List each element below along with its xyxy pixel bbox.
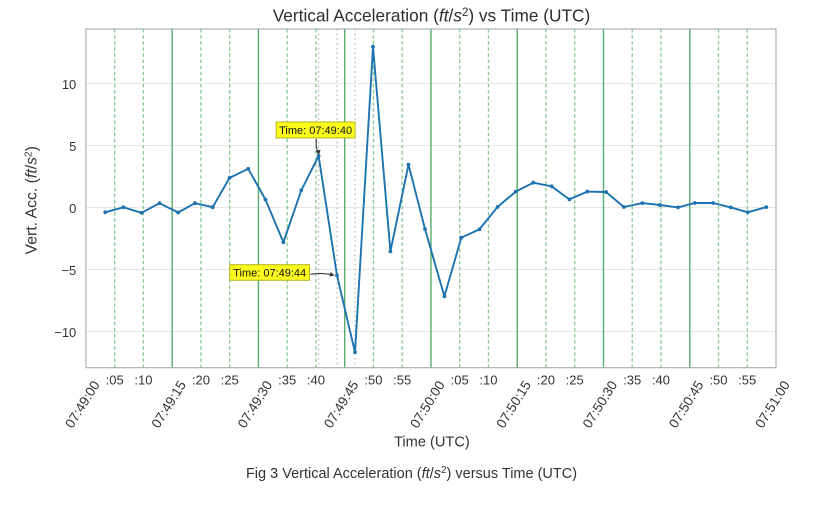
- svg-text:−10: −10: [54, 325, 76, 340]
- svg-text:Time: 07:49:40: Time: 07:49:40: [279, 125, 352, 137]
- svg-text::55: :55: [738, 372, 756, 387]
- svg-text::55: :55: [393, 372, 411, 387]
- svg-text:10: 10: [62, 77, 76, 92]
- svg-text::50: :50: [364, 372, 382, 387]
- svg-text::35: :35: [623, 372, 641, 387]
- svg-text:Fig 3 Vertical Acceleration (f: Fig 3 Vertical Acceleration (ft/s2) vers…: [246, 465, 577, 482]
- svg-text::40: :40: [307, 372, 325, 387]
- svg-text::40: :40: [652, 372, 670, 387]
- svg-text::10: :10: [134, 372, 152, 387]
- svg-text::05: :05: [451, 372, 469, 387]
- svg-text::35: :35: [278, 372, 296, 387]
- svg-text:0: 0: [69, 201, 76, 216]
- svg-text:−5: −5: [61, 263, 76, 278]
- svg-text::05: :05: [106, 372, 124, 387]
- svg-text::20: :20: [192, 372, 210, 387]
- svg-text::20: :20: [537, 372, 555, 387]
- svg-text::25: :25: [221, 372, 239, 387]
- svg-text::50: :50: [709, 372, 727, 387]
- svg-text:Vertical Acceleration (ft/s2): Vertical Acceleration (ft/s2) vs Time (U…: [273, 6, 591, 26]
- svg-text::10: :10: [479, 372, 497, 387]
- svg-text:Vert. Acc. (ft/s2): Vert. Acc. (ft/s2): [24, 146, 41, 254]
- svg-text:5: 5: [69, 139, 76, 154]
- svg-text:Time: 07:49:44: Time: 07:49:44: [233, 268, 306, 280]
- svg-text::25: :25: [566, 372, 584, 387]
- svg-text:Time (UTC): Time (UTC): [394, 434, 470, 450]
